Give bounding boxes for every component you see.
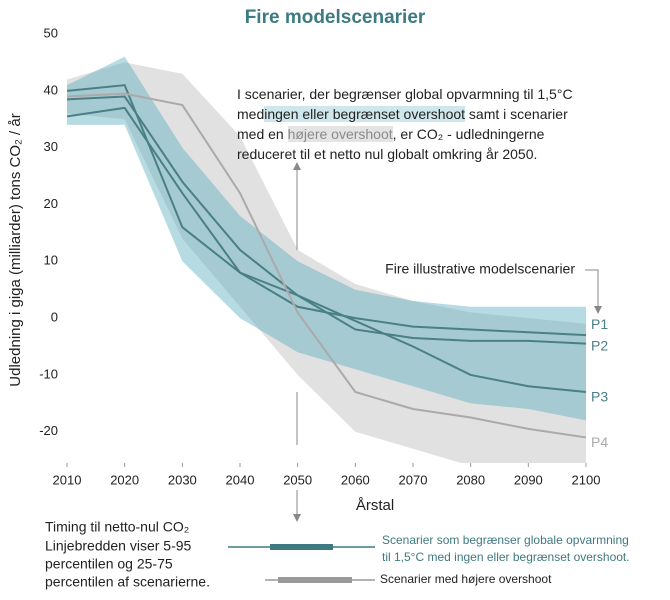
arrow-head (594, 306, 602, 314)
y-tick-label: 30 (44, 139, 58, 154)
legend-title: percentilen og 25-75 (45, 556, 173, 572)
y-tick-label: 20 (44, 196, 58, 211)
x-tick-label: 2030 (168, 472, 197, 487)
series-line (67, 92, 587, 439)
legend-title: Linjebredden viser 5-95 (45, 538, 192, 554)
y-tick-label: 0 (51, 310, 58, 325)
annotation: I scenarier, der begrænser global opvarm… (237, 84, 597, 164)
annotation-highlight: højere overshoot (287, 126, 393, 142)
y-axis-label: Udledning i giga (milliarder) tons CO₂ /… (7, 113, 24, 386)
arrow-head (293, 514, 301, 522)
annotation-text: med (237, 106, 265, 122)
x-tick-label: 2010 (53, 472, 82, 487)
y-tick-label: 10 (44, 253, 58, 268)
chart-title: Fire modelscenarier (245, 7, 426, 28)
x-tick-label: 2040 (226, 472, 255, 487)
annotation-text: , er CO₂ - udledningerne (392, 126, 545, 142)
x-tick-label: 2020 (110, 472, 139, 487)
annotation-text: med en (237, 126, 284, 142)
series-label: P3 (591, 389, 608, 405)
y-tick-label: 40 (44, 82, 58, 97)
y-tick-label: 50 (44, 25, 58, 40)
x-tick-label: 2070 (399, 472, 428, 487)
x-axis-label: Årstal (356, 497, 394, 514)
annotation-text: I scenarier, der begrænser global opvarm… (237, 86, 573, 102)
arrow (585, 269, 599, 308)
x-tick-label: 2090 (514, 472, 543, 487)
annotation-text: reduceret til et netto nul globalt omkri… (237, 146, 538, 162)
x-tick-label: 2100 (572, 472, 601, 487)
series-label: P2 (591, 337, 608, 353)
y-tick-label: -20 (39, 423, 58, 438)
legend-label: Scenarier som begrænser globale opvarmni… (382, 533, 629, 547)
legend-label: Scenarier med højere overshoot (380, 572, 552, 586)
annotation: Fire illustrative modelscenarier (385, 261, 575, 277)
x-tick-label: 2060 (341, 472, 370, 487)
y-tick-label: -10 (39, 366, 58, 381)
x-tick-label: 2050 (283, 472, 312, 487)
x-tick-label: 2080 (456, 472, 485, 487)
annotation-highlight: ingen eller begrænset overshoot (264, 106, 466, 122)
range-band (67, 62, 586, 463)
series-label: P1 (591, 316, 608, 332)
legend-title: percentilen af scenarierne. (45, 574, 210, 590)
arrow-head (293, 162, 301, 170)
legend: Scenarier som begrænser globale opvarmni… (228, 533, 630, 586)
legend-label: til 1,5°C med ingen eller begrænset over… (382, 550, 630, 564)
series-line (67, 95, 587, 345)
plot-area (67, 56, 587, 463)
series-line (67, 84, 587, 393)
legend-title: Timing til netto-nul CO₂ (45, 519, 189, 535)
series-label: P4 (591, 434, 608, 450)
annotation-text: samt i scenarier (468, 106, 568, 122)
